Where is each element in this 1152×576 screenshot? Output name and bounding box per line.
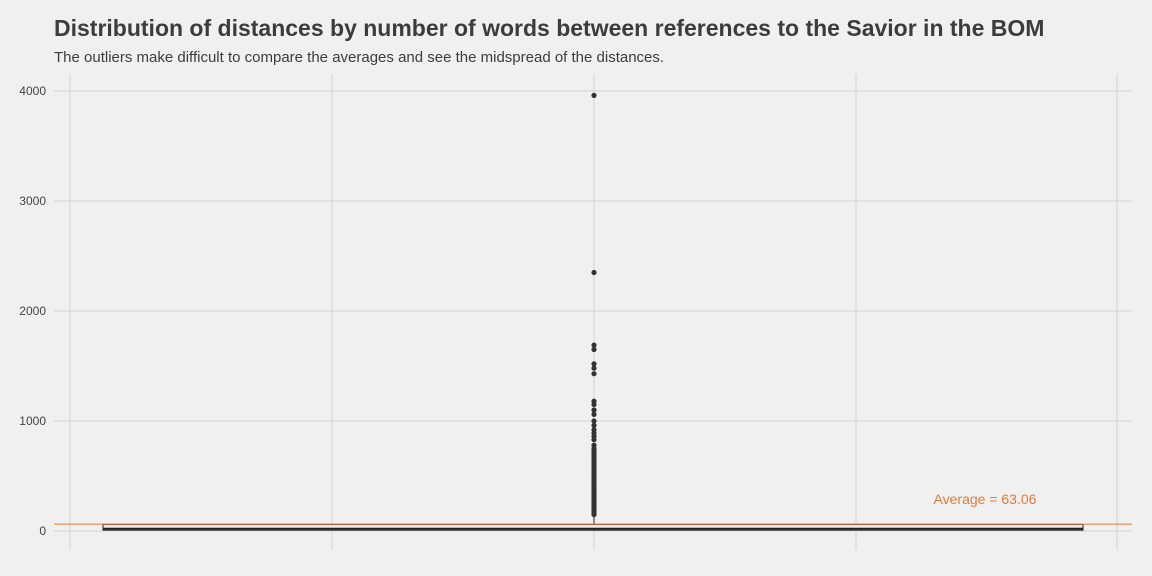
y-tick-label-2000: 2000 xyxy=(19,304,46,318)
outlier-point-36 xyxy=(591,442,597,448)
outlier-point-49 xyxy=(591,361,597,367)
chart-subtitle: The outliers make difficult to compare t… xyxy=(54,49,665,66)
outlier-point-50 xyxy=(591,346,597,353)
outlier-point-48 xyxy=(591,365,597,371)
outlier-point-52 xyxy=(591,269,597,276)
y-tick-label-3000: 3000 xyxy=(19,194,46,208)
outlier-point-46 xyxy=(591,398,597,404)
chart-title: Distribution of distances by number of w… xyxy=(54,15,1045,41)
y-tick-label-1000: 1000 xyxy=(19,414,46,428)
outlier-point-43 xyxy=(591,411,597,417)
average-label: Average = 63.06 xyxy=(934,491,1037,507)
outlier-points xyxy=(591,92,597,518)
average-group: Average = 63.06 xyxy=(54,491,1132,525)
outlier-point-44 xyxy=(591,407,597,413)
outlier-point-51 xyxy=(591,342,597,348)
outlier-point-53 xyxy=(591,92,597,98)
y-axis: 0 1000 2000 3000 4000 xyxy=(19,84,46,538)
outlier-point-41 xyxy=(591,422,597,428)
y-tick-label-4000: 4000 xyxy=(19,84,46,98)
outlier-point-40 xyxy=(591,427,597,433)
y-tick-label-0: 0 xyxy=(39,524,46,538)
outlier-point-47 xyxy=(591,371,597,377)
outlier-point-42 xyxy=(591,418,597,424)
box xyxy=(102,515,1084,531)
